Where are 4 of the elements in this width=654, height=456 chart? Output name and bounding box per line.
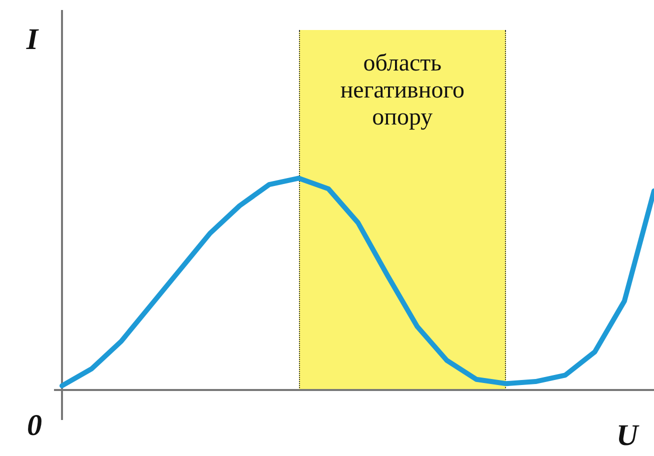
- text: 0: [27, 408, 42, 442]
- x-axis-title: U: [616, 418, 640, 452]
- text: область негативного опору: [340, 50, 464, 130]
- y-axis-title: I: [25, 22, 40, 56]
